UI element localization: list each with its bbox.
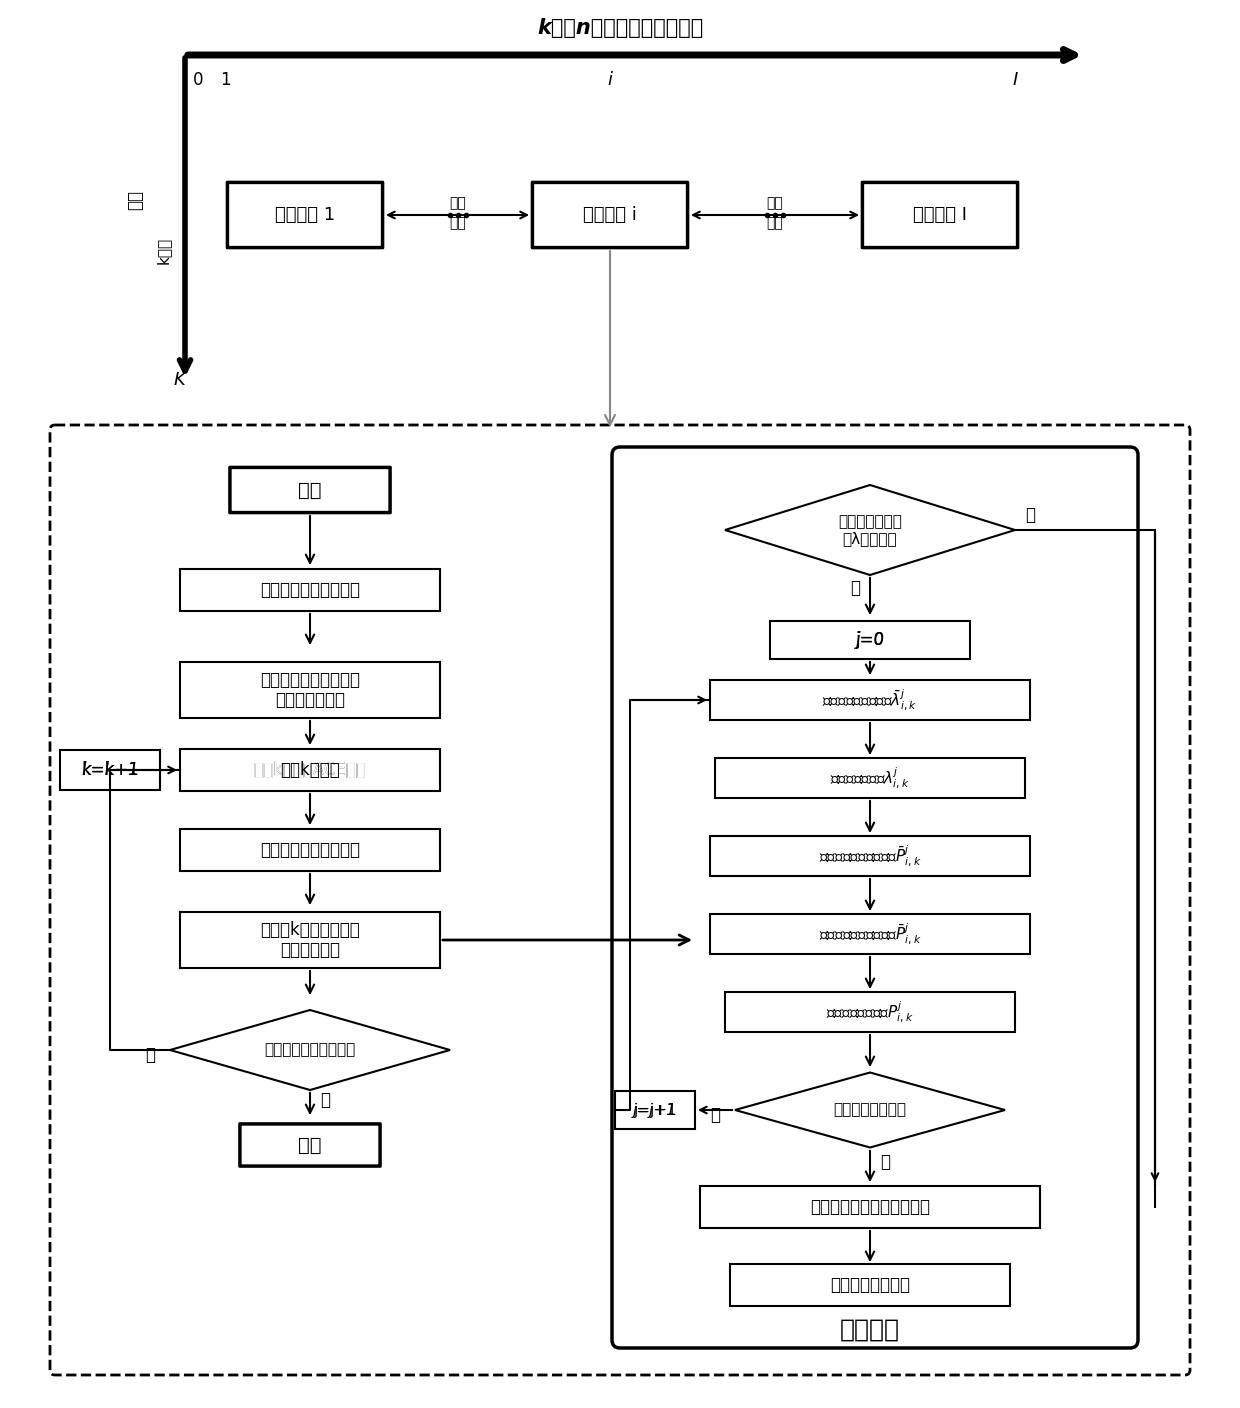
- Text: 调频电源 I: 调频电源 I: [913, 206, 967, 224]
- Text: 1: 1: [219, 70, 231, 89]
- Text: j=0: j=0: [856, 631, 884, 649]
- Text: k=k+1: k=k+1: [81, 760, 139, 779]
- Text: 光纤: 光纤: [766, 196, 784, 210]
- Text: 是否与相邻电源
的λ近似一致: 是否与相邻电源 的λ近似一致: [838, 514, 901, 546]
- FancyBboxPatch shape: [701, 1186, 1040, 1228]
- Text: 否: 否: [711, 1107, 720, 1124]
- Text: 通讯: 通讯: [449, 215, 466, 230]
- FancyBboxPatch shape: [180, 569, 440, 611]
- Polygon shape: [725, 484, 1016, 574]
- Text: j=j+1: j=j+1: [634, 1102, 677, 1118]
- FancyBboxPatch shape: [725, 993, 1016, 1032]
- Text: 获取第k个采样时刻的
二次调频方案: 获取第k个采样时刻的 二次调频方案: [260, 921, 360, 959]
- FancyBboxPatch shape: [180, 662, 440, 718]
- Text: 更新调频电源虚拟功率$\bar{P}^j_{i,k}$: 更新调频电源虚拟功率$\bar{P}^j_{i,k}$: [818, 921, 921, 946]
- FancyBboxPatch shape: [239, 1124, 381, 1166]
- Polygon shape: [170, 1010, 450, 1090]
- Text: j=j+1: j=j+1: [634, 1102, 677, 1118]
- Text: 计算一致性变量$\lambda^j_{i,k}$: 计算一致性变量$\lambda^j_{i,k}$: [830, 766, 910, 791]
- Text: 更新储能荷电状态: 更新储能荷电状态: [830, 1276, 910, 1294]
- FancyBboxPatch shape: [180, 749, 440, 791]
- Text: 光纤: 光纤: [449, 196, 466, 210]
- Text: 获取k时刻的ACE信号: 获取k时刻的ACE信号: [254, 760, 366, 779]
- FancyBboxPatch shape: [50, 425, 1190, 1376]
- Text: 获取调频电源基本信息: 获取调频电源基本信息: [260, 582, 360, 598]
- Text: 迭代过程: 迭代过程: [839, 1318, 900, 1342]
- Polygon shape: [735, 1073, 1004, 1148]
- FancyBboxPatch shape: [227, 183, 383, 248]
- FancyBboxPatch shape: [715, 758, 1025, 798]
- Text: 确定调频电源基于劣势
指标的数学模型: 确定调频电源基于劣势 指标的数学模型: [260, 670, 360, 710]
- FancyBboxPatch shape: [863, 183, 1018, 248]
- Text: 输出各调频装置的出力指令: 输出各调频装置的出力指令: [810, 1198, 930, 1217]
- Text: j=0: j=0: [856, 631, 884, 649]
- FancyBboxPatch shape: [229, 467, 391, 513]
- Text: 是: 是: [880, 1153, 890, 1171]
- Text: 计算调频电源功率$P^j_{i,k}$: 计算调频电源功率$P^j_{i,k}$: [826, 1000, 914, 1025]
- Text: k时刻: k时刻: [155, 237, 171, 263]
- Text: 是: 是: [320, 1091, 330, 1110]
- Text: 计算调频电源理论功率$\bar{P}^j_{i,k}$: 计算调频电源理论功率$\bar{P}^j_{i,k}$: [818, 843, 921, 869]
- Text: K: K: [174, 370, 185, 389]
- Text: 调频电源 i: 调频电源 i: [583, 206, 637, 224]
- Text: i: i: [608, 70, 613, 89]
- Text: 更新虚拟一致性变量$\bar{\lambda}^j_{i,k}$: 更新虚拟一致性变量$\bar{\lambda}^j_{i,k}$: [822, 687, 918, 712]
- Text: 结束: 结束: [299, 1135, 321, 1155]
- Text: 0: 0: [192, 70, 203, 89]
- Text: 计时器达到预设值: 计时器达到预设值: [833, 1102, 906, 1118]
- FancyBboxPatch shape: [180, 912, 440, 969]
- Text: 初始化调频电源状态量: 初始化调频电源状态量: [260, 841, 360, 859]
- Text: k=k+1: k=k+1: [81, 760, 139, 779]
- Text: 是否结束二次调频过程: 是否结束二次调频过程: [264, 1042, 356, 1057]
- Text: 时间: 时间: [126, 190, 144, 210]
- FancyBboxPatch shape: [711, 680, 1030, 719]
- Text: 否: 否: [849, 579, 861, 597]
- Text: 否: 否: [145, 1046, 155, 1064]
- FancyBboxPatch shape: [60, 750, 160, 790]
- FancyBboxPatch shape: [711, 914, 1030, 955]
- Text: 开始: 开始: [299, 480, 321, 500]
- FancyBboxPatch shape: [711, 836, 1030, 876]
- FancyBboxPatch shape: [613, 446, 1138, 1347]
- Text: 是: 是: [1025, 505, 1035, 524]
- FancyBboxPatch shape: [730, 1264, 1011, 1307]
- Text: 调频电源 1: 调频电源 1: [275, 206, 335, 224]
- FancyBboxPatch shape: [770, 621, 970, 659]
- Text: 获取k时刻的: 获取k时刻的: [280, 760, 340, 779]
- FancyBboxPatch shape: [180, 749, 440, 791]
- Text: 获取k时刻的ACE信号: 获取k时刻的ACE信号: [254, 760, 366, 779]
- FancyBboxPatch shape: [615, 1091, 694, 1129]
- Text: I: I: [1012, 70, 1018, 89]
- Text: k时刻n个调频电源同时进行: k时刻n个调频电源同时进行: [537, 18, 703, 38]
- FancyBboxPatch shape: [180, 829, 440, 872]
- FancyBboxPatch shape: [532, 183, 687, 248]
- Text: 通讯: 通讯: [766, 215, 784, 230]
